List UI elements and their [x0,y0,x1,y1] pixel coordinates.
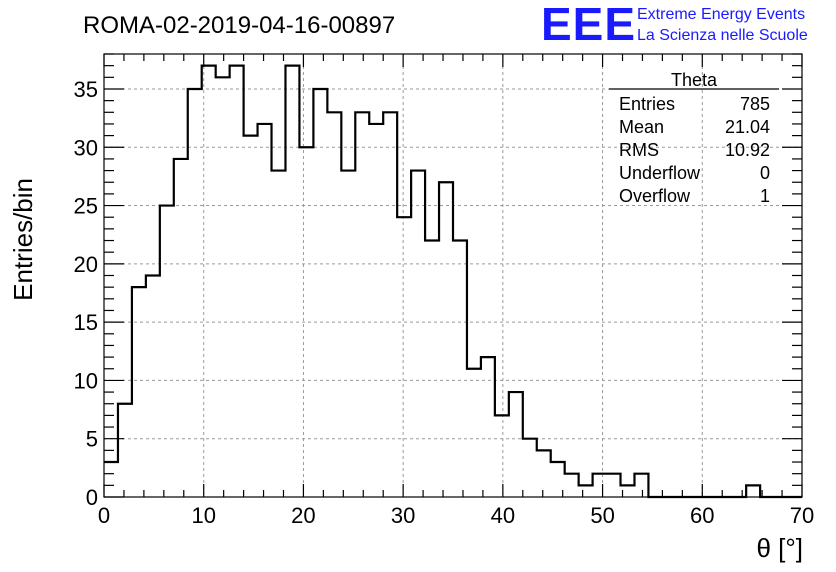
logo-letters: EEE [541,0,636,50]
y-tick-label: 0 [86,485,98,510]
y-tick-label: 5 [86,427,98,452]
stats-label: RMS [619,140,659,160]
x-tick-labels: 0 10 20 30 40 50 60 70 [98,503,814,528]
grid-lines [104,54,802,497]
x-tick-label: 70 [790,503,814,528]
x-tick-label: 20 [291,503,315,528]
x-tick-label: 40 [491,503,515,528]
x-tick-label: 60 [690,503,714,528]
y-tick-label: 25 [74,194,98,219]
y-tick-label: 20 [74,252,98,277]
x-tick-label: 10 [191,503,215,528]
y-axis-title: Entries/bin [8,178,38,301]
histogram-line [104,64,802,499]
eee-logo: EEE Extreme Energy Events La Scienza nel… [541,0,808,50]
stats-value: 785 [740,94,770,114]
y-tick-label: 30 [74,135,98,160]
plot-frame [103,53,803,498]
x-tick-label: 30 [391,503,415,528]
stats-value: 0 [760,163,770,183]
y-tick-labels: 0 5 10 15 20 25 30 35 [74,77,98,510]
chart-title: ROMA-02-2019-04-16-00897 [83,12,395,39]
stats-value: 10.92 [725,140,770,160]
stats-value: 21.04 [725,117,770,137]
stats-value: 1 [760,186,770,206]
y-tick-label: 35 [74,77,98,102]
axis-ticks [103,53,803,498]
stats-label: Mean [619,117,664,137]
stats-label: Underflow [619,163,701,183]
logo-line-1: Extreme Energy Events [637,6,805,23]
stats-label: Entries [619,94,675,114]
x-tick-label: 0 [98,503,110,528]
stats-name: Theta [671,70,718,90]
stats-rows: Entries 785 Mean 21.04 RMS 10.92 Underflow 0 Ove… [619,94,770,206]
y-tick-label: 10 [74,368,98,393]
x-axis-title: θ [°] [756,533,803,563]
stats-label: Overflow [619,186,691,206]
stats-box: Theta Entries 785 Mean 21.04 RMS 10.92 Underfl… [609,70,779,206]
y-tick-label: 15 [74,310,98,335]
logo-line-2: La Scienza nelle Scuole [637,27,808,44]
x-tick-label: 50 [590,503,614,528]
